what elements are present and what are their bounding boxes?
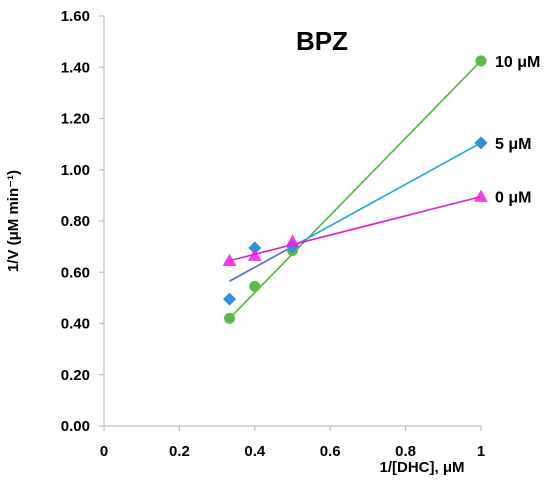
x-tick-label: 0 bbox=[100, 443, 108, 460]
y-tick-label: 1.60 bbox=[61, 8, 90, 25]
y-tick-label: 0.60 bbox=[61, 264, 90, 281]
y-tick-label: 1.20 bbox=[61, 111, 90, 128]
fit-line-circle bbox=[228, 60, 482, 319]
x-tick-label: 0.2 bbox=[169, 443, 190, 460]
y-tick-label: 0.00 bbox=[61, 418, 90, 435]
point-circle bbox=[249, 280, 261, 292]
point-diamond bbox=[223, 292, 237, 306]
axes bbox=[103, 16, 481, 427]
point-circle bbox=[224, 312, 236, 324]
y-tick-label: 0.20 bbox=[61, 367, 90, 384]
x-tick-label: 0.6 bbox=[320, 443, 341, 460]
y-tick-label: 0.40 bbox=[61, 316, 90, 333]
y-axis-title: 1/V (μM min⁻¹) bbox=[5, 170, 22, 272]
series-label: 5 μM bbox=[495, 136, 531, 153]
point-diamond bbox=[248, 241, 262, 255]
fit-lines bbox=[228, 60, 482, 319]
markers bbox=[222, 55, 488, 324]
series-labels: 10 μM 5 μM 0 μM bbox=[495, 54, 540, 207]
x-tick-label: 0.4 bbox=[244, 443, 266, 460]
y-ticks: 0.00 0.20 0.40 0.60 0.80 1.00 1.20 1.40 1.60 bbox=[61, 8, 104, 435]
fit-line-overlay bbox=[229, 245, 293, 282]
point-circle bbox=[475, 55, 487, 67]
point-diamond bbox=[474, 136, 488, 150]
series-label: 0 μM bbox=[495, 190, 531, 207]
y-tick-label: 0.80 bbox=[61, 213, 90, 230]
x-axis-title: 1/[DHC], μM bbox=[379, 459, 464, 476]
y-tick-label: 1.40 bbox=[61, 59, 90, 76]
chart-title: BPZ bbox=[296, 26, 348, 56]
x-tick-label: 1 bbox=[477, 443, 485, 460]
point-triangle bbox=[222, 253, 237, 266]
fit-line-triangle bbox=[229, 195, 482, 262]
point-triangle bbox=[474, 189, 488, 202]
x-ticks: 0 0.2 0.4 0.6 0.8 1 bbox=[100, 426, 485, 460]
point-triangle bbox=[285, 234, 300, 247]
y-tick-label: 1.00 bbox=[61, 162, 90, 179]
x-tick-label: 0.8 bbox=[395, 443, 416, 460]
series-label: 10 μM bbox=[495, 54, 540, 71]
point-triangle bbox=[247, 248, 262, 261]
